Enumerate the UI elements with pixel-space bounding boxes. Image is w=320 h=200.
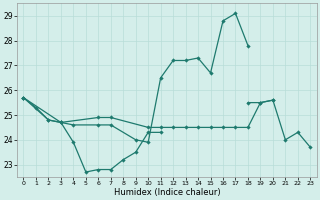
- X-axis label: Humidex (Indice chaleur): Humidex (Indice chaleur): [114, 188, 220, 197]
